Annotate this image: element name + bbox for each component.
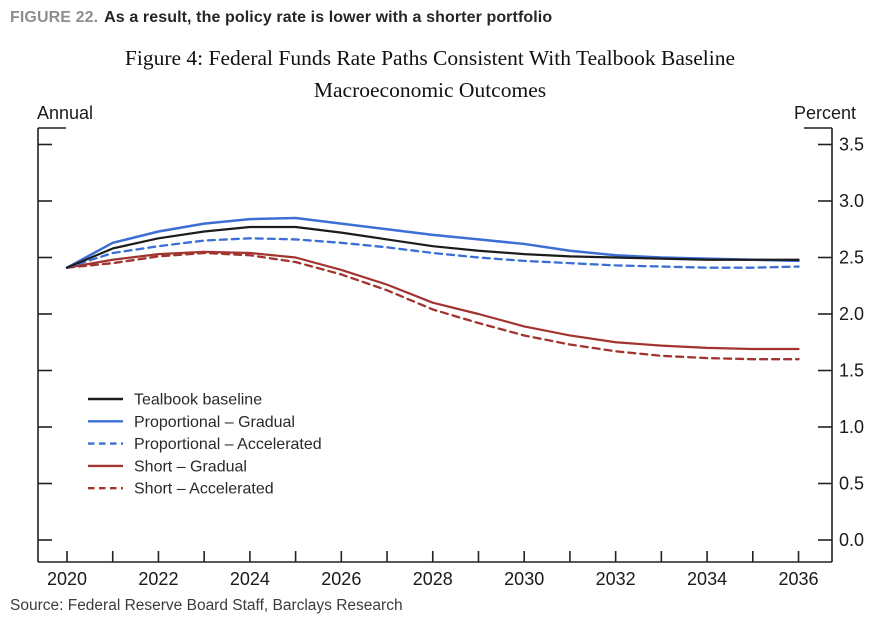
x-tick-label: 2022: [138, 569, 178, 589]
series-line-short-gradual: [65, 250, 800, 351]
x-tick-label: 2034: [687, 569, 727, 589]
x-tick-label: 2032: [596, 569, 636, 589]
x-tick-label: 2020: [47, 569, 87, 589]
y-tick-label: 0.5: [839, 474, 864, 494]
legend-label-proportional-accelerated: Proportional – Accelerated: [134, 436, 322, 453]
left-axis-unit-label: Annual: [37, 103, 94, 123]
x-tick-label: 2026: [321, 569, 361, 589]
legend-label-short-gradual: Short – Gradual: [134, 458, 247, 475]
figure-number: FIGURE 22.: [10, 9, 99, 26]
series-line-proportional-gradual: [65, 216, 800, 269]
figure-header: FIGURE 22. As a result, the policy rate i…: [10, 9, 552, 27]
x-tick-label: 2030: [504, 569, 544, 589]
y-tick-label: 0.0: [839, 530, 864, 550]
y-tick-label: 2.5: [839, 248, 864, 268]
series-line-short-accelerated: [65, 251, 800, 361]
legend-label-tealbook-baseline: Tealbook baseline: [134, 392, 262, 409]
y-tick-label: 1.0: [839, 417, 864, 437]
source-note: Source: Federal Reserve Board Staff, Bar…: [10, 597, 403, 614]
right-axis-unit-label: Percent: [793, 103, 856, 123]
x-tick-label: 2024: [230, 569, 270, 589]
y-tick-label: 3.0: [839, 191, 864, 211]
y-tick-label: 2.0: [839, 304, 864, 324]
legend-label-short-accelerated: Short – Accelerated: [134, 481, 274, 498]
chart-title: Figure 4: Federal Funds Rate Paths Consi…: [0, 42, 860, 107]
figure-caption: As a result, the policy rate is lower wi…: [104, 9, 553, 26]
chart-title-line2: Macroeconomic Outcomes: [313, 78, 547, 103]
chart-title-line1: Figure 4: Federal Funds Rate Paths Consi…: [124, 46, 736, 70]
y-tick-label: 3.5: [839, 135, 864, 155]
series-line-tealbook-baseline: [65, 225, 800, 269]
x-tick-label: 2028: [413, 569, 453, 589]
x-tick-label: 2036: [778, 569, 818, 589]
y-tick-label: 1.5: [839, 361, 864, 381]
series-line-proportional-accelerated: [65, 237, 800, 269]
legend-label-proportional-gradual: Proportional – Gradual: [134, 414, 295, 431]
